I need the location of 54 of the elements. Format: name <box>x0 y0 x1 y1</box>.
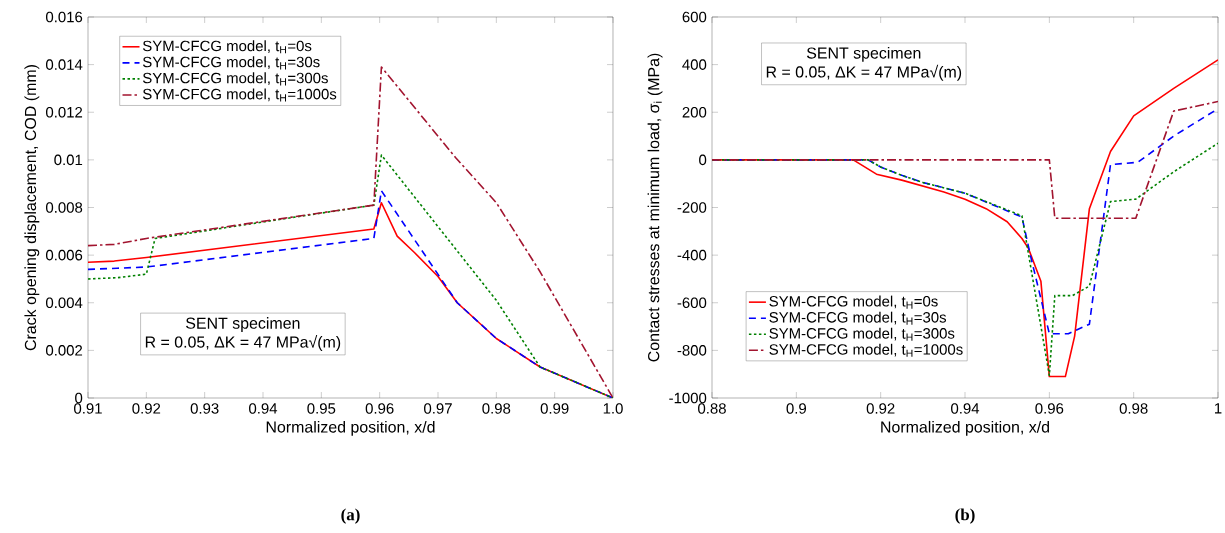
x-tick-label: 0.99 <box>540 403 569 414</box>
legend-label: SYM-CFCG model, t$_{H}$=30s <box>769 311 947 325</box>
x-tick-label: 0.94 <box>249 403 278 414</box>
annotation: SENT specimen <box>186 317 300 332</box>
y-tick-label: 0.006 <box>46 249 83 261</box>
x-tick-label: 0.94 <box>951 403 980 414</box>
x-tick-label: 0.98 <box>1119 403 1148 414</box>
x-axis-title: Normalized position, x/d <box>881 420 1049 436</box>
y-tick-label: 0.016 <box>46 11 83 23</box>
y-tick-label: -1000 <box>669 392 707 404</box>
y-tick-label: 600 <box>682 11 707 23</box>
legend-label: SYM-CFCG model, t$_{H}$=0s <box>769 295 938 309</box>
y-tick-label: 0.01 <box>54 154 83 166</box>
legend-label: SYM-CFCG model, t$_{H}$=1000s <box>769 343 963 357</box>
y-tick-label: -600 <box>677 297 707 309</box>
x-tick-label: 0.97 <box>424 403 452 414</box>
x-tick-label: 0.96 <box>1035 403 1064 414</box>
y-tick-label: -400 <box>677 249 707 261</box>
y-tick-label: -800 <box>677 345 707 356</box>
y-tick-label: 0 <box>699 154 707 166</box>
text: (b) <box>955 508 975 524</box>
x-tick-label: 1.0 <box>603 403 623 414</box>
line-series <box>712 100 1219 220</box>
x-tick-label: 0.96 <box>365 403 394 414</box>
y-tick-label: 0 <box>75 392 83 404</box>
legend-label: SYM-CFCG model, t$_{H}$=300s <box>142 72 328 86</box>
y-tick-label: 0.012 <box>46 106 83 118</box>
x-axis-title: Normalized position, x/d <box>266 420 435 436</box>
x-tick-label: 1 <box>1215 403 1222 414</box>
y-axis-title: Crack opening displacement, COD (mm) <box>24 65 40 351</box>
x-tick-label: 0.88 <box>698 403 726 414</box>
annotation: SENT specimen <box>806 46 921 62</box>
y-tick-label: 0.014 <box>46 59 83 70</box>
y-tick-label: 0.004 <box>46 297 83 309</box>
y-tick-label: 200 <box>682 106 707 118</box>
text: (a) <box>341 508 360 524</box>
legend-label: SYM-CFCG model, t$_{H}$=30s <box>142 56 320 70</box>
x-tick-label: 0.92 <box>866 403 895 414</box>
x-tick-label: 0.93 <box>190 403 219 414</box>
y-axis-title: Contact stresses at minimum load, σ$_{i}$ (MPa) <box>647 53 663 362</box>
y-tick-label: 400 <box>682 59 707 70</box>
legend-label: SYM-CFCG model, t$_{H}$=1000s <box>142 88 337 102</box>
x-tick-label: 0.91 <box>74 403 102 414</box>
y-tick-label: 0.008 <box>46 202 83 213</box>
annotation: R = 0.05, ΔK = 47 MPa√(m) <box>145 334 341 351</box>
annotation: R = 0.05, ΔK = 47 MPa√(m) <box>766 64 962 81</box>
x-tick-label: 0.9 <box>786 403 807 414</box>
y-tick-label: -200 <box>677 202 707 213</box>
y-tick-label: 0.002 <box>46 345 83 356</box>
x-tick-label: 0.98 <box>482 403 511 414</box>
x-tick-label: 0.95 <box>307 403 336 414</box>
x-tick-label: 0.92 <box>132 403 161 414</box>
legend-label: SYM-CFCG model, t$_{H}$=0s <box>142 40 312 54</box>
legend-label: SYM-CFCG model, t$_{H}$=300s <box>769 327 955 341</box>
